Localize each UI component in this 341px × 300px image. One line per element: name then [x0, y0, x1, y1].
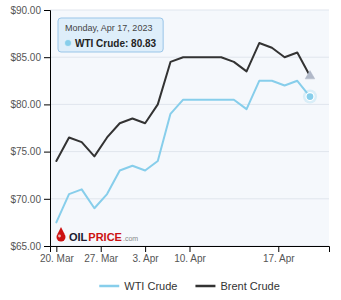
- x-axis: 20. Mar 27. Mar 3. Apr 10. Apr 17. Apr: [40, 246, 330, 264]
- x-tick-label: 20. Mar: [40, 253, 75, 264]
- x-tick: 20. Mar: [40, 246, 75, 264]
- x-tick-mark: [145, 246, 146, 252]
- end-marker-glow: [303, 90, 317, 104]
- series-line: [56, 43, 310, 161]
- plot-background: [50, 10, 329, 246]
- logo-drop-tip: [58, 227, 65, 234]
- legend: WTI Crude Brent Crude: [99, 280, 280, 292]
- tooltip-value: WTI Crude: 80.83: [75, 38, 157, 49]
- logo-text: .com: [123, 235, 138, 242]
- legend-label: Brent Crude: [220, 280, 279, 292]
- x-tick: 27. Mar: [84, 246, 119, 264]
- legend-item: Brent Crude: [195, 280, 279, 292]
- logo: OILPRICE.com: [57, 227, 139, 243]
- y-tick-mark: [44, 152, 50, 153]
- x-tick-mark: [56, 246, 57, 252]
- grid-line: [50, 10, 329, 11]
- tooltip-swatch: [65, 40, 72, 47]
- x-tick-mark: [190, 246, 191, 252]
- grid-line: [50, 104, 329, 105]
- legend-item: WTI Crude: [99, 280, 177, 292]
- x-tick-label: 17. Apr: [263, 253, 295, 264]
- grid-line: [50, 198, 329, 199]
- x-tick-mark: [278, 246, 279, 252]
- x-tick-label: 3. Apr: [133, 253, 160, 264]
- grid-line: [50, 151, 329, 152]
- tooltip-box: [58, 18, 163, 52]
- y-tick: $75.00: [10, 146, 50, 157]
- y-tick: $65.00: [10, 241, 50, 252]
- x-tick-label: 10. Apr: [174, 253, 206, 264]
- y-tick-label: $85.00: [10, 52, 41, 63]
- series-line: [56, 81, 310, 223]
- y-tick: $80.00: [10, 99, 50, 110]
- x-tick: 17. Apr: [263, 246, 295, 264]
- y-tick: $70.00: [10, 194, 50, 205]
- legend-swatch: [99, 285, 119, 288]
- x-tick: 10. Apr: [174, 246, 206, 264]
- logo-text: PRICE: [88, 231, 122, 243]
- plot-area: [56, 43, 317, 222]
- y-tick-label: $90.00: [10, 5, 41, 16]
- y-tick-mark: [44, 57, 50, 58]
- y-tick-mark: [44, 246, 50, 247]
- y-axis-line: [44, 11, 51, 247]
- tooltip-date: Monday, Apr 17, 2023: [65, 23, 152, 33]
- end-marker: [306, 93, 314, 101]
- y-tick-label: $65.00: [10, 241, 41, 252]
- y-tick-label: $75.00: [10, 146, 41, 157]
- x-axis-line: [51, 247, 330, 253]
- chart: 20. Mar 27. Mar 3. Apr 10. Apr 17. Apr $65.00…: [0, 0, 341, 300]
- legend-label: WTI Crude: [124, 280, 177, 292]
- y-tick-label: $80.00: [10, 99, 41, 110]
- plot-root: 20. Mar 27. Mar 3. Apr 10. Apr 17. Apr $65.00…: [10, 5, 329, 264]
- y-tick-mark: [44, 104, 50, 105]
- y-tick: $90.00: [10, 5, 50, 16]
- y-tick-label: $70.00: [10, 194, 41, 205]
- y-tick-mark: [44, 199, 50, 200]
- grid: [50, 10, 329, 246]
- x-tick-label: 27. Mar: [84, 253, 119, 264]
- y-tick: $85.00: [10, 52, 50, 63]
- logo-highlight: [58, 235, 61, 238]
- legend-swatch: [195, 285, 215, 288]
- logo-text: OIL: [69, 231, 88, 243]
- y-axis: $65.00 $70.00 $75.00 $80.00 $85.00 $90.00: [10, 5, 50, 252]
- end-marker: [305, 71, 315, 79]
- x-tick-mark: [101, 246, 102, 252]
- x-tick: 3. Apr: [133, 246, 160, 264]
- tooltip: Monday, Apr 17, 2023 WTI Crude: 80.83: [58, 18, 163, 52]
- y-tick-mark: [44, 10, 50, 11]
